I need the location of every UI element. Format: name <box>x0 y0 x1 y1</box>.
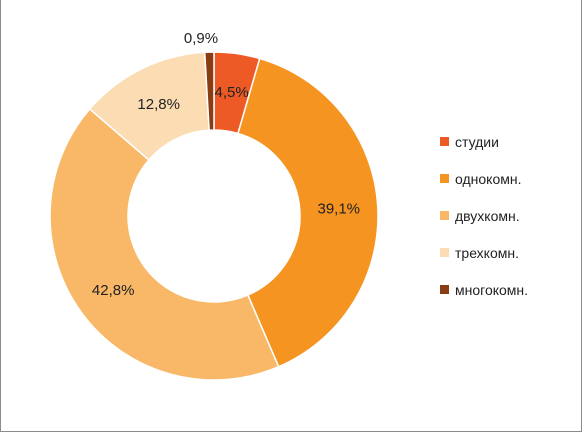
data-label-1: 4,5% <box>214 84 248 101</box>
legend-swatch-3 <box>440 211 449 220</box>
legend-label-4: трехкомн. <box>455 245 519 261</box>
slice-3 <box>50 109 279 380</box>
legend-label-3: двухкомн. <box>455 208 520 224</box>
legend-label-2: однокомн. <box>455 171 521 187</box>
data-label-4: 12,8% <box>137 96 180 113</box>
legend: студии однокомн. двухкомн. трехкомн. многоко… <box>440 134 528 298</box>
legend-swatch-5 <box>440 285 449 294</box>
legend-swatch-1 <box>440 137 449 146</box>
data-label-3: 42,8% <box>92 282 135 299</box>
legend-label-5: многокомн. <box>455 282 528 298</box>
legend-swatch-2 <box>440 174 449 183</box>
legend-swatch-4 <box>440 248 449 257</box>
data-label-5: 0,9% <box>184 30 218 47</box>
legend-label-1: студии <box>455 134 499 150</box>
data-label-2: 39,1% <box>317 200 360 217</box>
